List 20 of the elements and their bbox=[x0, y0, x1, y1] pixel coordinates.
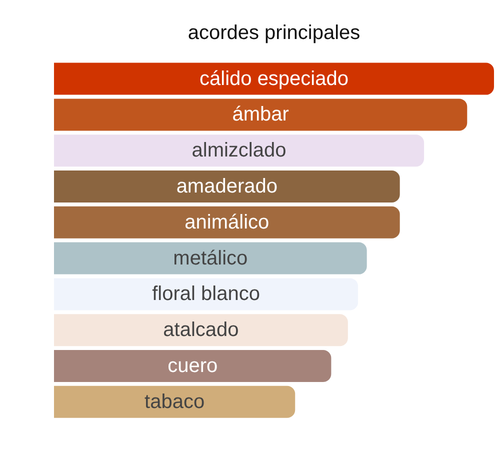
y-tick-label: ámbar bbox=[232, 104, 290, 126]
y-tick-label: animálico bbox=[184, 211, 270, 234]
bar bbox=[54, 350, 332, 382]
bar bbox=[54, 206, 400, 238]
y-tick-label: atalcado bbox=[163, 319, 239, 342]
bar bbox=[54, 386, 296, 418]
y-tick-label: cuero bbox=[168, 354, 218, 377]
y-tick-label: metálico bbox=[173, 247, 248, 270]
y-tick-label: amaderado bbox=[176, 175, 278, 198]
y-tick-label: cálido especiado bbox=[200, 68, 348, 90]
y-tick-label: almizclado bbox=[192, 140, 286, 162]
bar bbox=[54, 62, 494, 95]
bar bbox=[54, 134, 424, 167]
chart-title: acordes principales bbox=[186, 22, 362, 45]
bar bbox=[54, 170, 400, 202]
bar bbox=[54, 314, 348, 346]
bar bbox=[54, 98, 468, 131]
bar bbox=[54, 242, 367, 274]
y-tick-label: floral blanco bbox=[152, 283, 260, 306]
y-tick-label: tabaco bbox=[144, 390, 205, 413]
